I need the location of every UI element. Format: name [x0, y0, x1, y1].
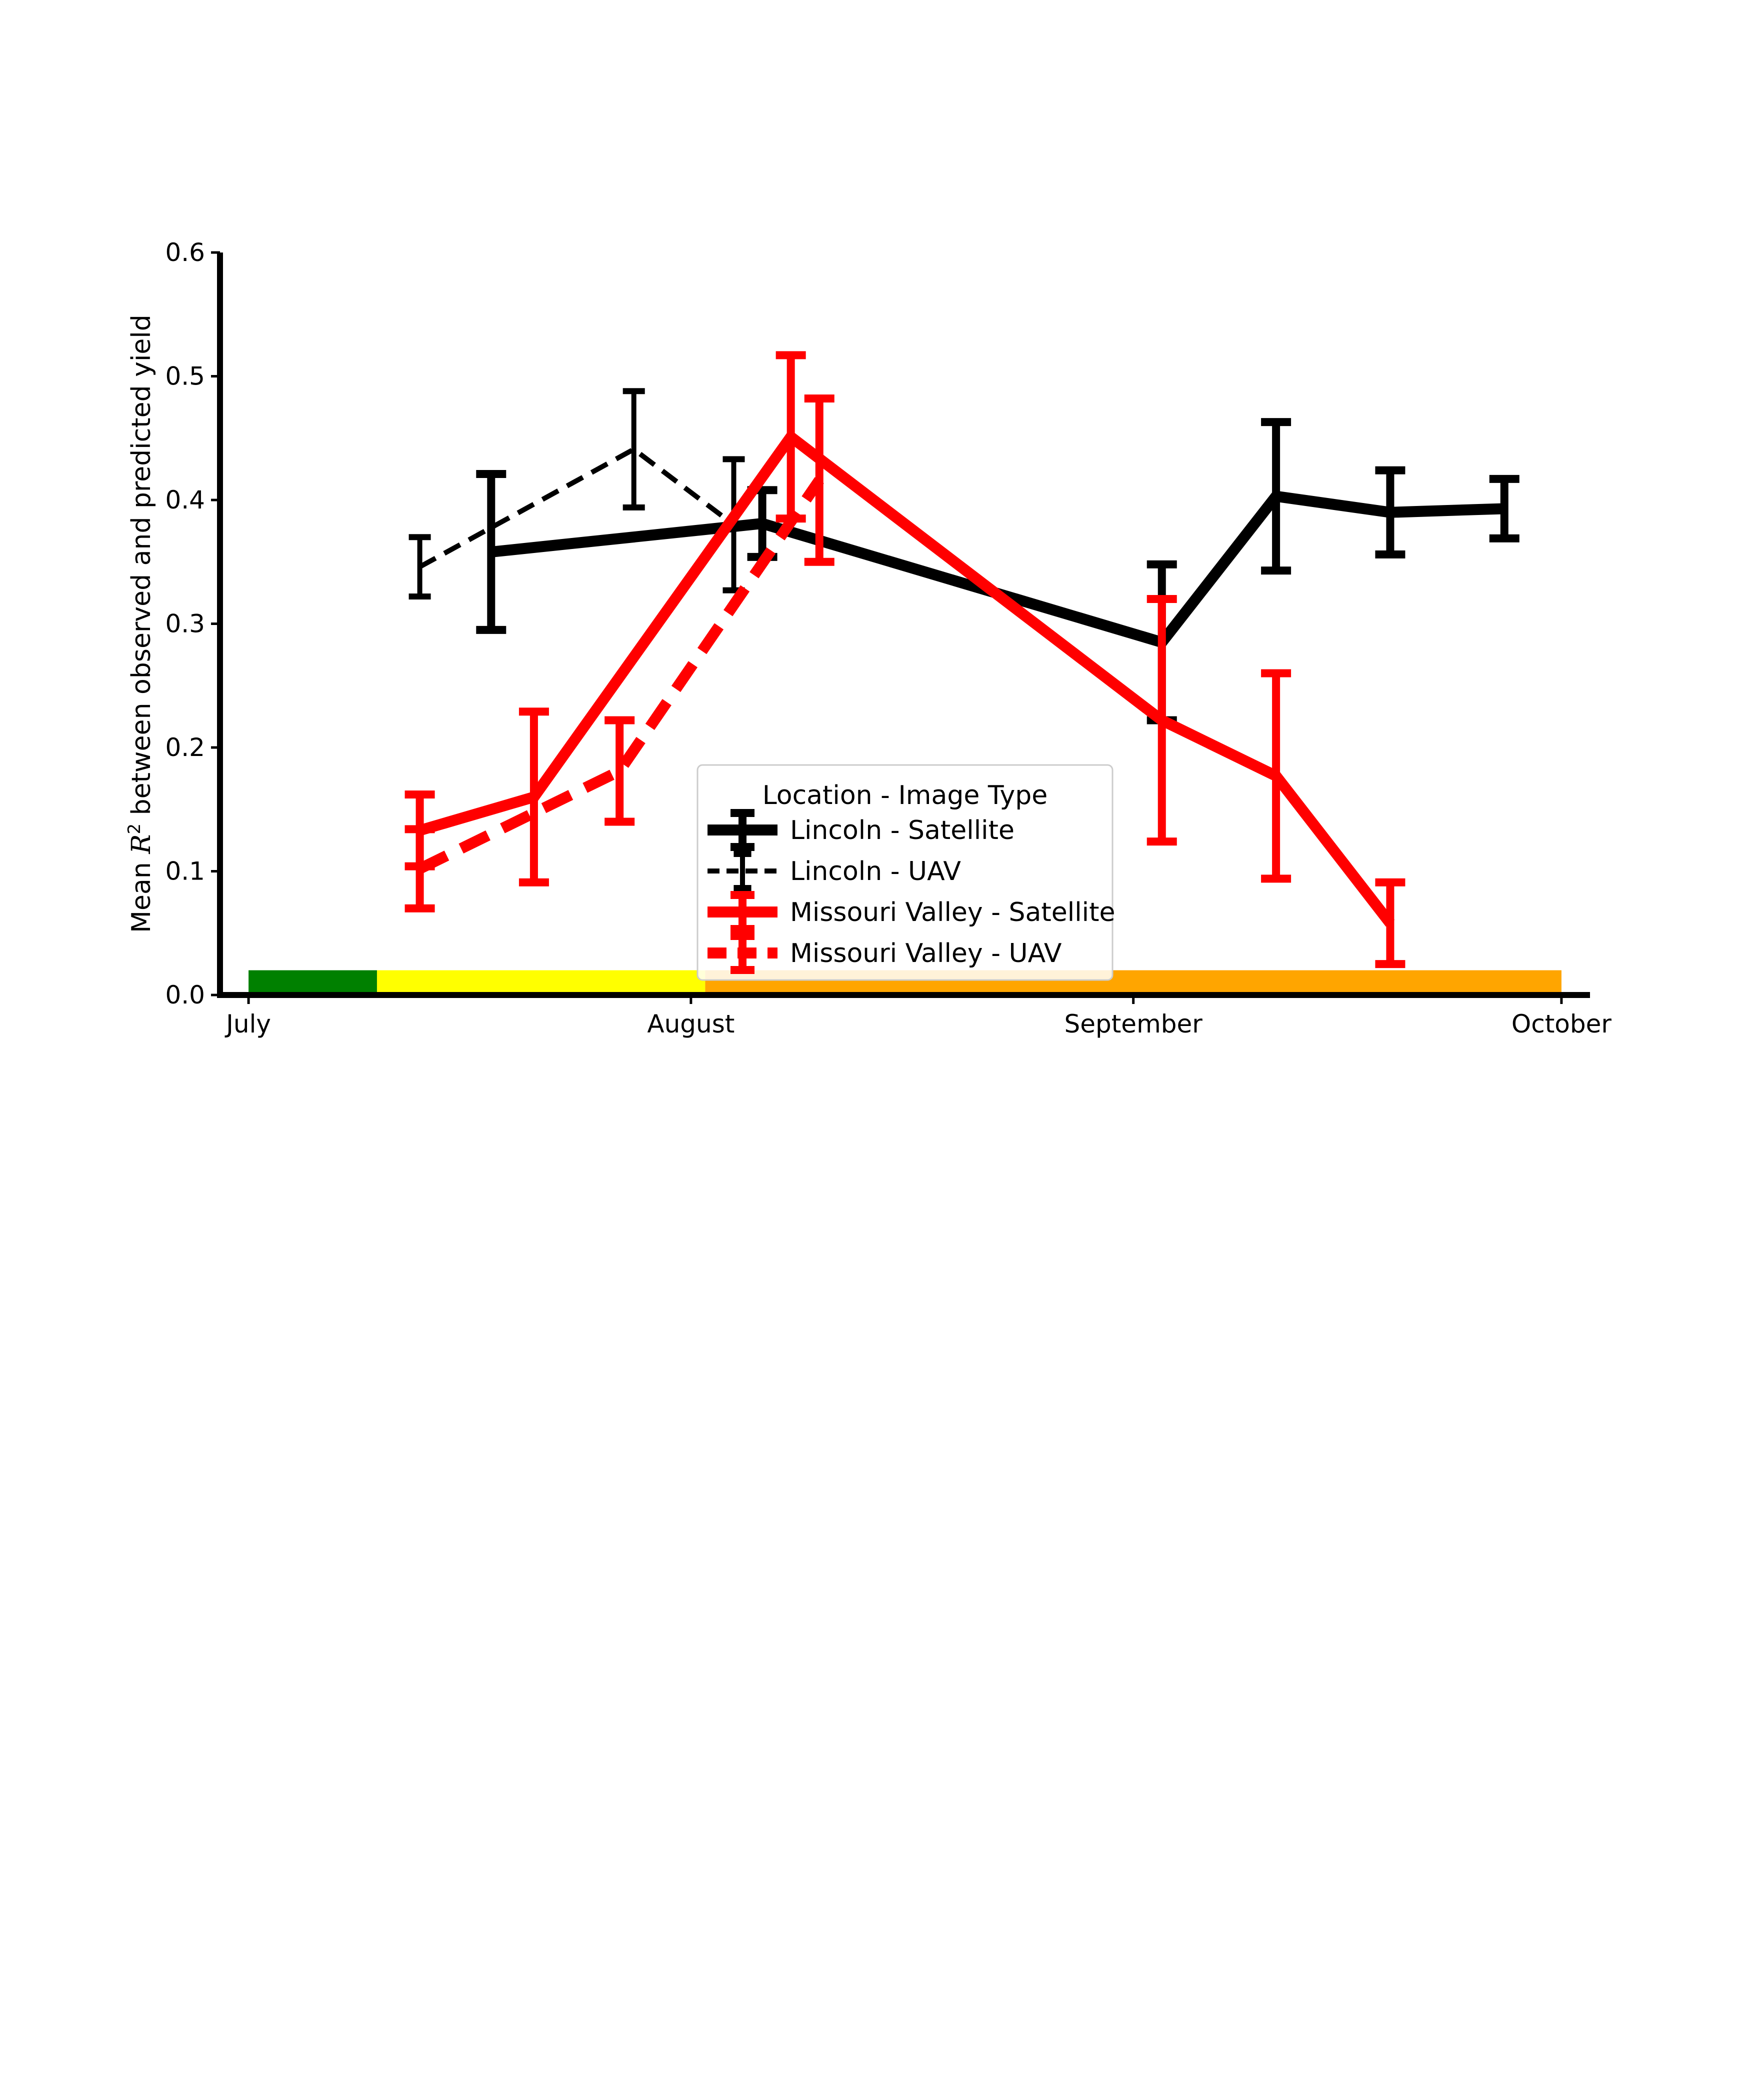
legend-label-3: Missouri Valley - UAV: [790, 938, 1062, 968]
legend-label-1: Lincoln - UAV: [790, 856, 961, 886]
x-tick-label-2: September: [1064, 1010, 1202, 1038]
series-0: [476, 418, 1520, 724]
series-line-2: [418, 429, 1395, 927]
series-2: [404, 351, 1406, 968]
y-tick-label-0: 0.0: [165, 980, 205, 1010]
y-axis-label: Mean R2 between observed and predicted y…: [124, 314, 156, 933]
series-line-3: [417, 477, 824, 874]
axes: 0.0 0.1 0.2 0.3 0.4 0.5 0.6 July August September…: [165, 238, 1612, 1038]
x-tick-label-3: October: [1512, 1010, 1612, 1038]
legend-title: Location - Image Type: [762, 780, 1048, 810]
y-tick-label-6: 0.6: [165, 238, 205, 267]
y-label-suffix: between observed and predicted yield: [126, 314, 156, 824]
series-3: [404, 394, 834, 912]
y-label-superscript: 2: [124, 824, 144, 834]
y-tick-label-2: 0.2: [165, 733, 205, 762]
growth-band-0: [248, 970, 377, 995]
legend: Location - Image Type Lincoln - Satellite…: [696, 764, 1115, 981]
y-tick-label-1: 0.1: [165, 857, 205, 886]
y-label-variable: R: [126, 834, 156, 854]
y-tick-label-3: 0.3: [165, 610, 205, 638]
x-tick-label-1: August: [647, 1010, 734, 1038]
series-line-1: [418, 446, 736, 570]
series-line-0: [490, 490, 1505, 649]
y-tick-label-5: 0.5: [165, 362, 205, 391]
y-label-prefix: Mean: [126, 854, 156, 933]
legend-box: [696, 764, 1114, 981]
y-tick-label-4: 0.4: [165, 486, 205, 514]
series-layer: [404, 351, 1520, 968]
legend-label-2: Missouri Valley - Satellite: [790, 898, 1115, 928]
growth-band-1: [376, 970, 706, 995]
legend-label-0: Lincoln - Satellite: [790, 816, 1014, 846]
x-tick-label-0: July: [224, 1010, 271, 1038]
